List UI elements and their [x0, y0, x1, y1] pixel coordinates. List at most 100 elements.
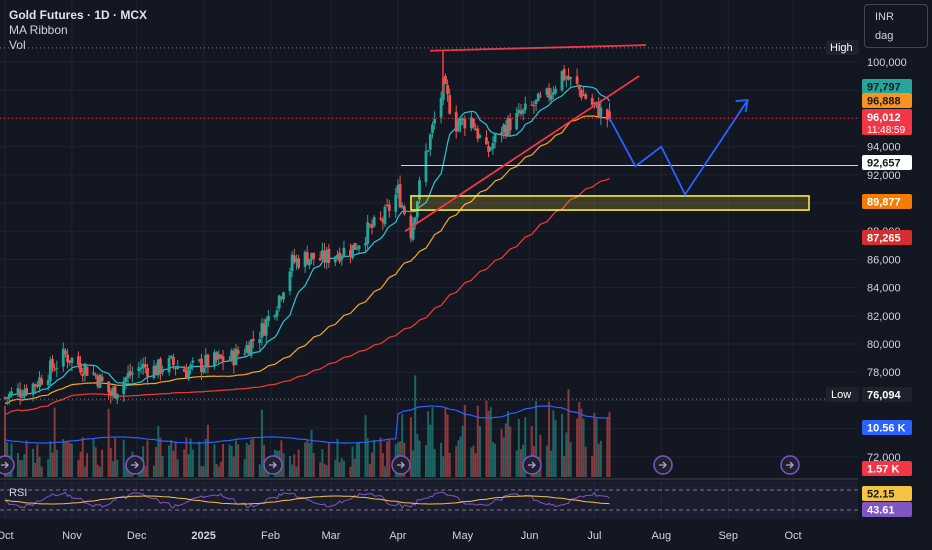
- candle-body: [459, 117, 462, 126]
- candle-body: [7, 393, 11, 399]
- volume-bar: [388, 439, 391, 477]
- volume-bar: [159, 437, 162, 477]
- indicator-ma-ribbon[interactable]: MA Ribbon: [9, 23, 68, 37]
- volume-bar: [504, 423, 507, 477]
- volume-bar: [189, 438, 192, 477]
- candle-body: [564, 77, 568, 79]
- volume-bar: [34, 462, 37, 477]
- volume-bar: [349, 466, 352, 477]
- candle-body: [355, 248, 359, 250]
- x-tick-label: Jul: [587, 530, 601, 542]
- candle-body: [413, 217, 417, 225]
- volume-bar: [170, 439, 173, 477]
- candle-body: [461, 118, 465, 120]
- ma-mid-badge: 96,888: [867, 96, 901, 108]
- volume-bar: [228, 444, 231, 477]
- volume-bar: [25, 440, 28, 477]
- support-zone: [410, 195, 810, 211]
- volume-bar: [472, 445, 475, 477]
- x-tick-label: Feb: [261, 530, 280, 542]
- event-icon: [653, 455, 673, 475]
- candle-body: [530, 104, 534, 106]
- volume-bar: [517, 418, 520, 477]
- volume-bar: [291, 464, 294, 477]
- volume-bar: [86, 453, 89, 477]
- volume-bar: [38, 456, 41, 477]
- volume-bar: [608, 412, 611, 477]
- candle-body: [340, 256, 344, 260]
- candle-body: [245, 345, 249, 353]
- volume-bar: [530, 426, 533, 477]
- volume-bar: [260, 409, 263, 477]
- volume-bar: [40, 466, 43, 477]
- rsi-label[interactable]: RSI: [9, 487, 28, 499]
- candle-body: [539, 95, 542, 97]
- candle-body: [366, 222, 370, 244]
- volume-bar: [550, 450, 553, 477]
- volume-bar: [593, 412, 596, 477]
- ma-fast-line: [4, 85, 610, 399]
- countdown-label: 11:48:59: [867, 125, 906, 136]
- candle-body: [23, 390, 26, 397]
- volume-bar: [325, 465, 328, 477]
- event-icon: [0, 455, 15, 475]
- candle-body: [357, 245, 361, 249]
- currency-label: INR: [875, 11, 894, 23]
- candle-body: [398, 183, 402, 208]
- candle-body: [288, 271, 292, 292]
- candle-body: [312, 252, 316, 259]
- volume-bar: [323, 463, 326, 477]
- candle-body: [94, 374, 98, 376]
- volume-bar: [381, 453, 384, 477]
- candle-body: [275, 310, 279, 317]
- candle-body: [189, 364, 193, 370]
- volume-bar: [217, 466, 220, 477]
- volume-bar: [172, 450, 175, 477]
- candle-body: [504, 125, 508, 136]
- volume-bar: [560, 413, 563, 477]
- candle-body: [517, 109, 521, 114]
- candle-body: [85, 366, 89, 376]
- rsi-badge: 43.61: [867, 505, 895, 517]
- candle-body: [64, 350, 67, 355]
- candle-body: [137, 367, 141, 371]
- volume-bar: [174, 441, 177, 477]
- candle-body: [353, 242, 357, 250]
- candle-body: [107, 381, 111, 393]
- candle-body: [519, 111, 523, 114]
- candle-body: [262, 323, 266, 336]
- volume-bar: [535, 401, 538, 477]
- level-badge-bg: [862, 155, 912, 170]
- candle-body: [305, 252, 309, 265]
- candle-body: [139, 367, 143, 370]
- candle-body: [113, 386, 117, 399]
- candle-body: [469, 117, 473, 129]
- volume-bar: [49, 441, 52, 477]
- currency-unit-box[interactable]: INR dag: [864, 4, 928, 48]
- candle-body: [111, 388, 115, 396]
- candle-body: [206, 354, 210, 368]
- volume-bar: [545, 445, 548, 477]
- candle-body: [143, 364, 147, 368]
- volume-bar: [247, 444, 250, 477]
- candle-body: [338, 252, 342, 262]
- candle-body: [485, 137, 488, 145]
- candle-body: [77, 356, 80, 365]
- candle-body: [20, 397, 24, 399]
- candle-body: [487, 145, 490, 152]
- candle-body: [81, 374, 85, 376]
- indicator-vol[interactable]: Vol: [9, 38, 26, 52]
- volume-bar: [55, 449, 58, 477]
- candle-body: [493, 134, 497, 143]
- event-icon: [522, 455, 542, 475]
- candle-body: [176, 367, 180, 369]
- candle-body: [597, 102, 601, 118]
- volume-bar: [440, 442, 443, 477]
- volume-bar: [243, 459, 246, 477]
- x-tick-label: Nov: [62, 530, 82, 542]
- volume-bar: [424, 445, 427, 477]
- candle-body: [580, 90, 583, 98]
- level-badge: 92,657: [867, 158, 901, 170]
- volume-bar: [144, 466, 147, 477]
